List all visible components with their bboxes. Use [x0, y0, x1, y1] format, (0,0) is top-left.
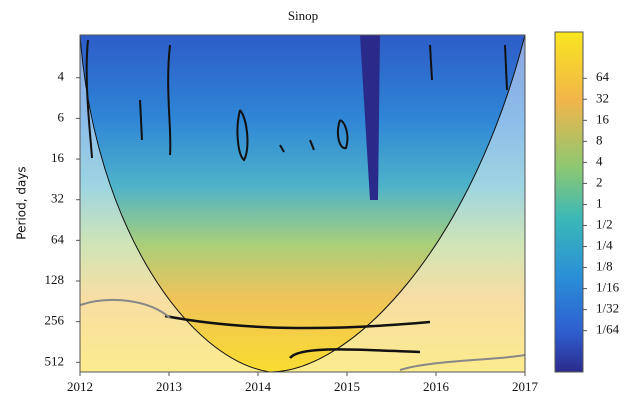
contours-top — [85, 39, 508, 162]
colorbar-tick-label: 1/64 — [596, 322, 620, 337]
x-tick-label: 2012 — [67, 379, 93, 394]
x-tick-label: 2017 — [512, 379, 539, 394]
x-tick-label: 2016 — [423, 379, 450, 394]
cone-shade — [80, 35, 525, 372]
y-axis-label: Period, days — [15, 166, 29, 239]
chart-title: Sinop — [288, 8, 318, 23]
y-tick-label: 32 — [51, 191, 64, 206]
colorbar — [554, 31, 584, 373]
x-tick-label: 2013 — [156, 379, 182, 394]
x-tick-label: 2014 — [245, 379, 272, 394]
y-tick-label: 128 — [45, 272, 65, 287]
power-field — [80, 35, 525, 372]
x-tick-label: 2015 — [334, 379, 360, 394]
colorbar-tick-label: 1/16 — [596, 280, 620, 295]
colorbar-tick-label: 1/32 — [596, 301, 619, 316]
colorbar-tick-label: 1/8 — [596, 259, 613, 274]
y-tick-label: 64 — [51, 231, 65, 246]
colorbar-tick-label: 1/2 — [596, 216, 613, 231]
colorbar-tick-label: 64 — [596, 69, 610, 84]
contour — [80, 298, 525, 371]
colorbar-tick-label: 16 — [596, 111, 610, 126]
colorbar-tick-label: 4 — [596, 153, 603, 168]
y-tick-label: 6 — [58, 109, 65, 124]
y-tick-label: 16 — [51, 150, 65, 165]
y-tick-label: 512 — [45, 353, 65, 368]
contour — [289, 348, 421, 359]
colorbar-tick-label: 1/4 — [596, 238, 613, 253]
heatmap — [80, 35, 525, 372]
plot-frame — [79, 34, 526, 373]
y-tick-label: 4 — [58, 69, 65, 84]
colorbar-tick-label: 2 — [596, 174, 603, 189]
colorbar-tick-label: 8 — [596, 132, 603, 147]
colorbar-tick-label: 32 — [596, 90, 609, 105]
contour — [164, 314, 431, 330]
colorbar-tick-label: 1 — [596, 195, 603, 210]
low-power-stripe — [360, 35, 380, 200]
y-tick-label: 256 — [45, 313, 65, 328]
